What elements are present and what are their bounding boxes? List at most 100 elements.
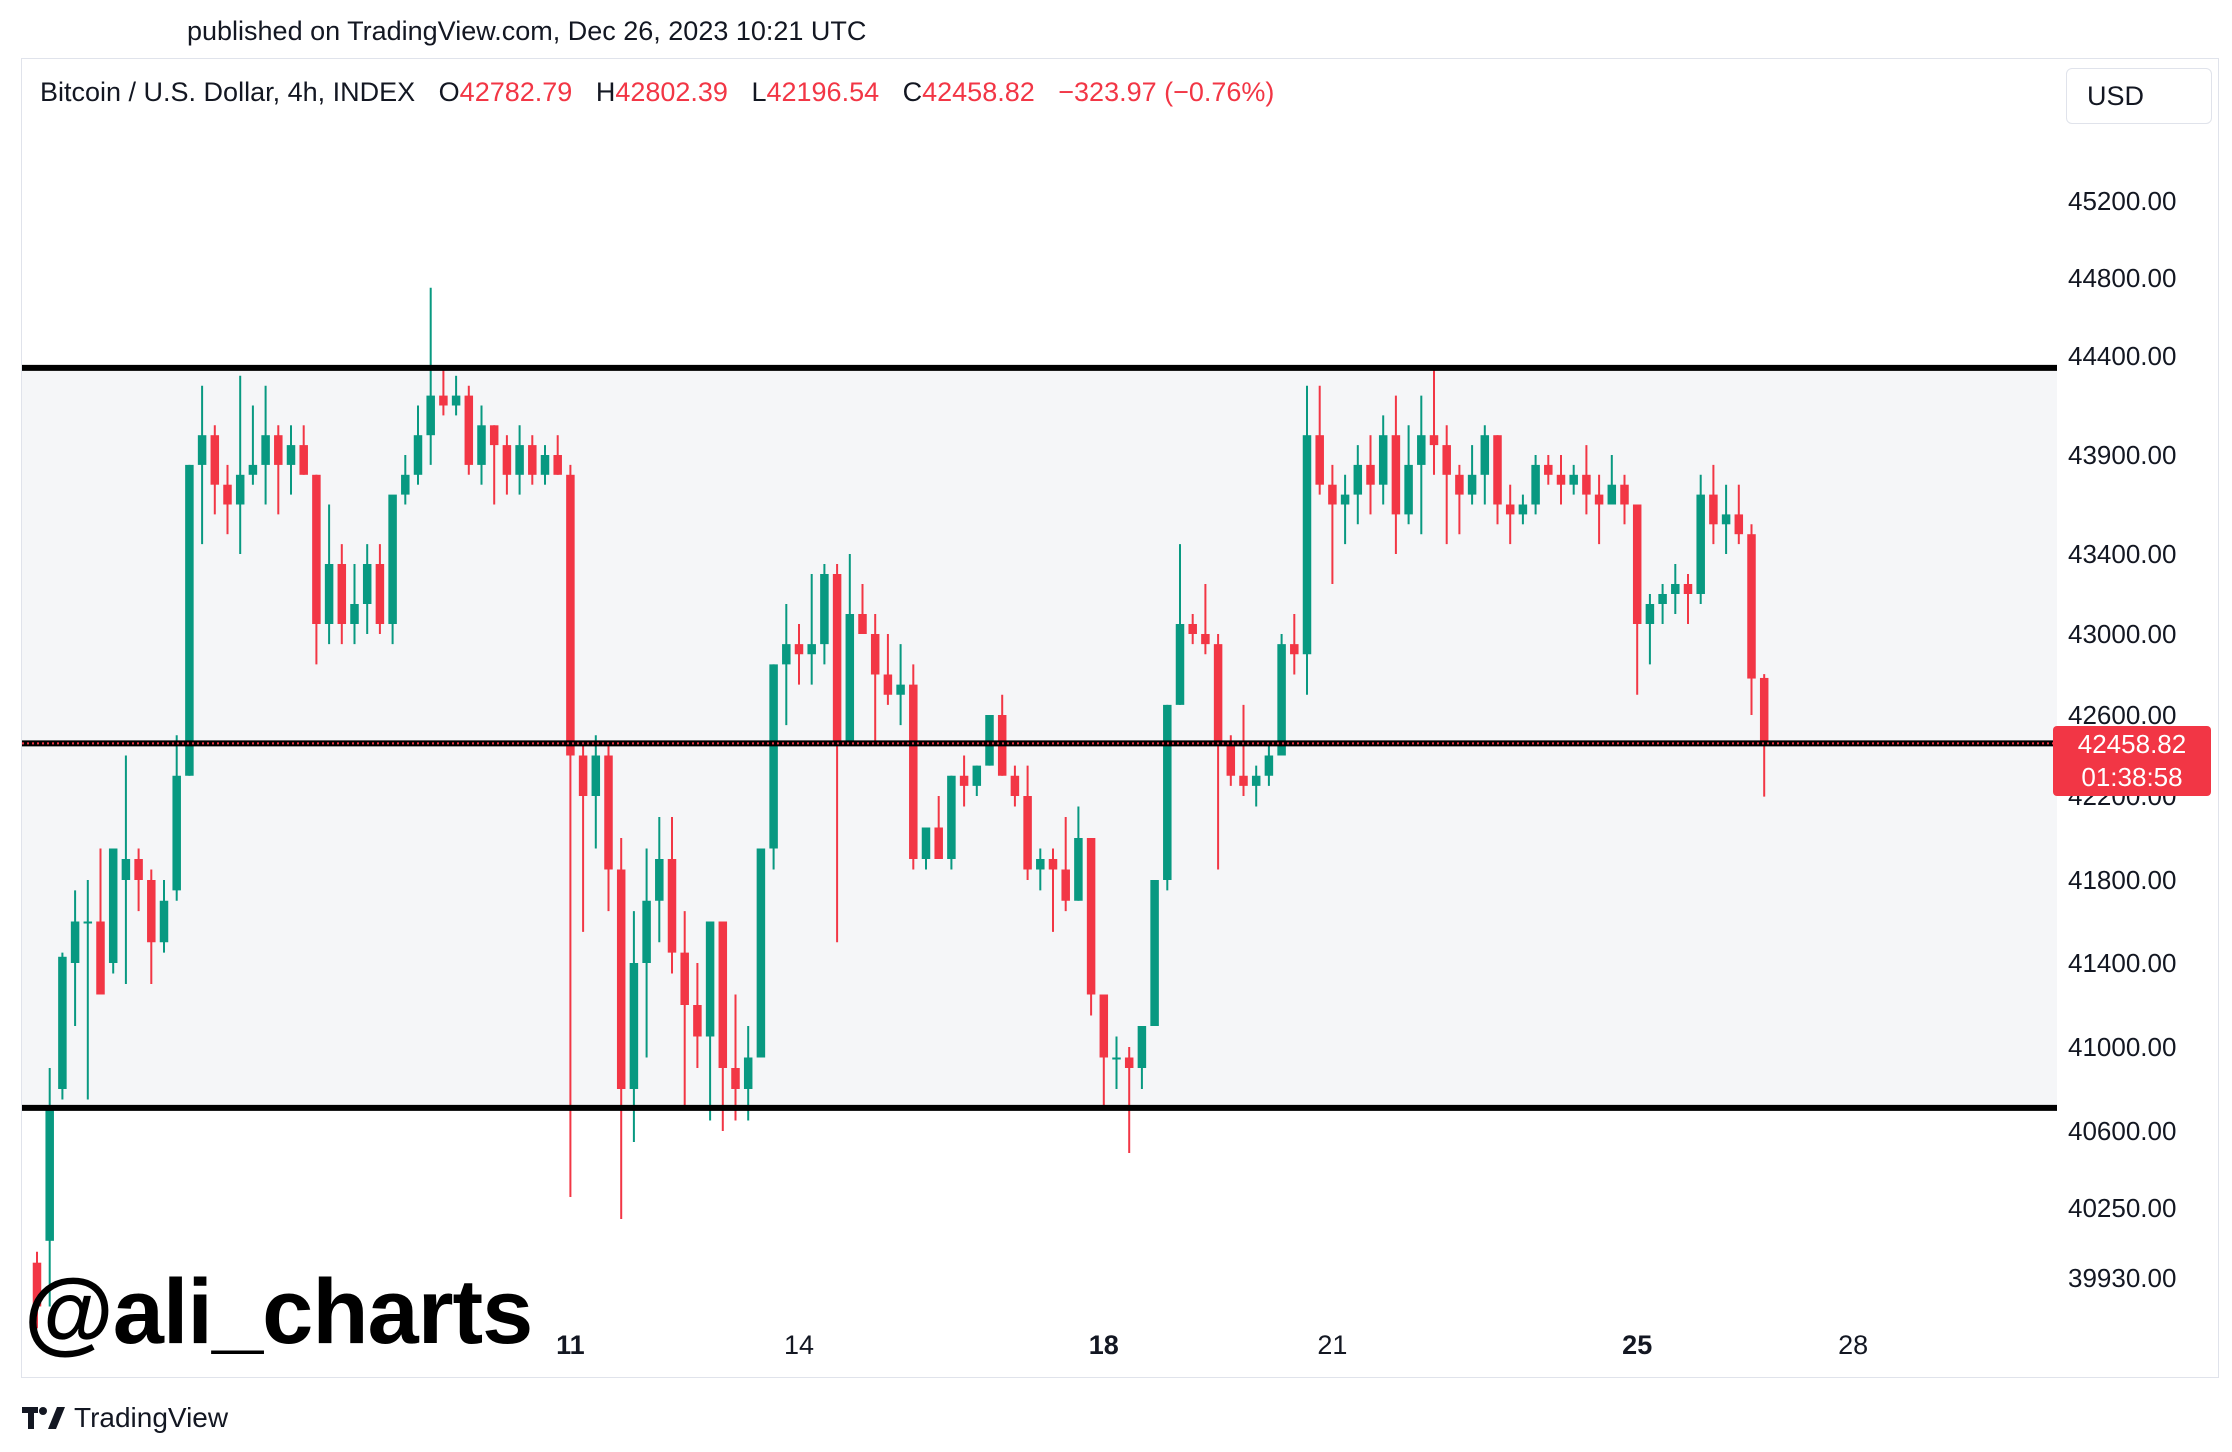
candle[interactable] <box>83 880 93 1100</box>
candle[interactable] <box>1417 395 1426 535</box>
candle[interactable] <box>1239 704 1248 796</box>
candle[interactable] <box>591 735 601 849</box>
candle[interactable] <box>921 827 931 870</box>
candle[interactable] <box>1150 880 1159 1026</box>
candle[interactable] <box>1378 415 1388 505</box>
candle[interactable] <box>108 848 118 974</box>
candle[interactable] <box>909 664 918 870</box>
candle[interactable] <box>337 544 347 645</box>
candle[interactable] <box>1213 634 1223 870</box>
candle[interactable] <box>769 664 778 870</box>
candle[interactable] <box>1251 765 1261 807</box>
candle[interactable] <box>401 455 410 505</box>
candle[interactable] <box>1340 474 1350 545</box>
candle[interactable] <box>528 435 537 485</box>
candle[interactable] <box>121 755 131 985</box>
candle[interactable] <box>439 365 448 416</box>
candle[interactable] <box>1493 435 1502 525</box>
candle[interactable] <box>1683 574 1693 624</box>
candle[interactable] <box>1010 765 1020 807</box>
candle[interactable] <box>1505 484 1515 545</box>
candle[interactable] <box>718 921 728 1132</box>
candle[interactable] <box>312 474 321 665</box>
candle[interactable] <box>1556 455 1566 505</box>
candle[interactable] <box>477 405 486 485</box>
candle[interactable] <box>896 644 905 726</box>
candle[interactable] <box>1544 455 1553 485</box>
candle[interactable] <box>858 584 867 634</box>
candle[interactable] <box>1302 385 1312 695</box>
candle[interactable] <box>1582 445 1591 515</box>
candle[interactable] <box>1023 765 1032 880</box>
candle[interactable] <box>553 435 562 475</box>
candle[interactable] <box>1124 1047 1134 1153</box>
candle[interactable] <box>782 604 791 726</box>
candle[interactable] <box>1696 474 1705 604</box>
candle[interactable] <box>274 425 283 515</box>
candle[interactable] <box>731 994 740 1121</box>
candle[interactable] <box>1594 474 1604 545</box>
candle[interactable] <box>1188 614 1197 645</box>
candle[interactable] <box>985 715 994 766</box>
candle[interactable] <box>1353 445 1363 525</box>
candle[interactable] <box>1201 584 1210 655</box>
candle[interactable] <box>667 817 677 974</box>
candle[interactable] <box>756 848 766 1058</box>
candle[interactable] <box>210 425 220 515</box>
candle[interactable] <box>1442 425 1451 545</box>
candle[interactable] <box>1290 614 1299 675</box>
candle[interactable] <box>743 1026 753 1121</box>
candle[interactable] <box>629 911 639 1142</box>
candle[interactable] <box>578 745 588 932</box>
candle[interactable] <box>185 464 194 776</box>
candle[interactable] <box>70 890 80 1026</box>
candle[interactable] <box>134 848 143 912</box>
candle[interactable] <box>820 564 829 665</box>
candle[interactable] <box>1709 464 1718 545</box>
candle[interactable] <box>413 405 423 485</box>
candle[interactable] <box>870 614 880 746</box>
candle[interactable] <box>1734 484 1744 545</box>
candle[interactable] <box>1645 594 1655 665</box>
candle[interactable] <box>1086 838 1096 1016</box>
candle[interactable] <box>959 755 969 807</box>
candle[interactable] <box>286 425 296 495</box>
candle[interactable] <box>159 880 169 953</box>
candle[interactable] <box>845 554 855 746</box>
candle[interactable] <box>1074 806 1083 901</box>
candle[interactable] <box>1721 484 1731 554</box>
candle[interactable] <box>604 745 613 912</box>
candle[interactable] <box>1175 544 1185 705</box>
candle[interactable] <box>58 952 67 1100</box>
candle[interactable] <box>807 574 816 685</box>
candle[interactable] <box>566 464 575 1197</box>
candle[interactable] <box>1480 425 1490 505</box>
candle[interactable] <box>235 375 245 554</box>
candle[interactable] <box>1759 674 1769 797</box>
candle[interactable] <box>1163 704 1172 891</box>
candle[interactable] <box>1607 455 1617 505</box>
candle[interactable] <box>375 544 385 634</box>
candle[interactable] <box>693 963 702 1068</box>
candle[interactable] <box>1658 584 1667 624</box>
candle[interactable] <box>172 735 181 901</box>
candle[interactable] <box>1112 1036 1121 1090</box>
candle[interactable] <box>362 544 372 634</box>
candle[interactable] <box>1620 474 1629 525</box>
candle[interactable] <box>1391 395 1401 554</box>
candle[interactable] <box>1366 435 1375 515</box>
tradingview-footer[interactable]: TradingView <box>22 1402 228 1434</box>
candle[interactable] <box>426 287 435 465</box>
candle[interactable] <box>1632 504 1642 695</box>
candle[interactable] <box>1518 494 1528 525</box>
candle[interactable] <box>324 504 334 645</box>
candle[interactable] <box>1531 455 1540 515</box>
candle[interactable] <box>350 564 359 645</box>
candle[interactable] <box>705 921 715 1121</box>
candle[interactable] <box>248 405 258 485</box>
candle[interactable] <box>1467 445 1477 505</box>
candle[interactable] <box>223 464 232 535</box>
candle[interactable] <box>147 869 156 985</box>
candle[interactable] <box>1747 524 1756 715</box>
